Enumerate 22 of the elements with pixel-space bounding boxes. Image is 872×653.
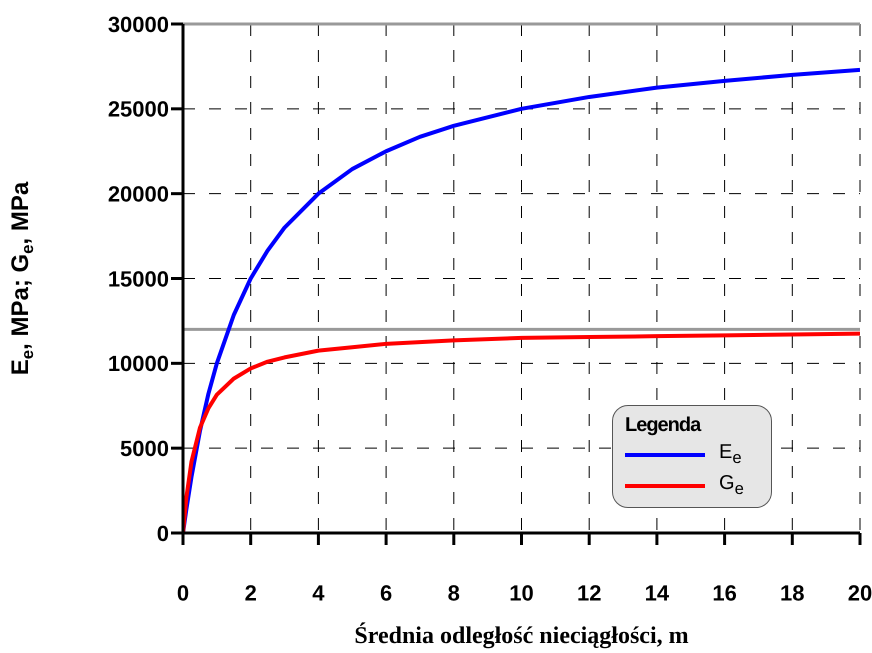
x-tick-label: 20 <box>848 580 872 606</box>
x-tick-label: 18 <box>780 580 805 606</box>
x-tick-label: 6 <box>380 580 392 606</box>
x-tick-label: 4 <box>312 580 326 606</box>
x-tick-label: 10 <box>509 580 534 606</box>
y-tick-label: 15000 <box>108 266 169 292</box>
legend-label: E$_{e}$ <box>719 441 742 468</box>
x-tick-label: 8 <box>448 580 460 606</box>
y-tick-label: 20000 <box>108 181 169 206</box>
x-tick-label: 14 <box>644 580 670 606</box>
y-tick-label: 25000 <box>108 96 169 122</box>
y-tick-label: 5000 <box>120 436 169 461</box>
y-tick-label: 30000 <box>108 12 169 37</box>
x-tick-label: 0 <box>176 580 190 606</box>
y-tick-label: 0 <box>156 520 169 546</box>
y-tick-label: 10000 <box>108 351 169 376</box>
x-tick-label: 2 <box>244 580 257 606</box>
x-axis-title: Średnia odległość nieciągłości, m <box>354 622 689 649</box>
legend-label: G$_{e}$ <box>719 472 744 499</box>
x-tick-label: 12 <box>576 580 602 606</box>
legend-title: Legenda <box>625 414 702 437</box>
x-tick-label: 16 <box>712 580 737 606</box>
